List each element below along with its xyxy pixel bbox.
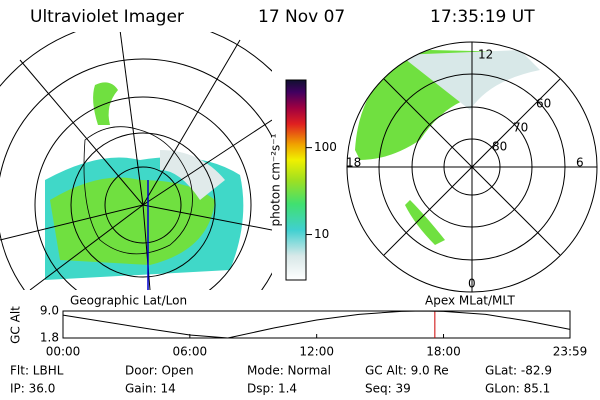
mlt-label: 12 <box>478 48 493 62</box>
status: GLat: -82.9 <box>485 364 552 378</box>
status: Mode: Normal <box>247 364 331 378</box>
lat-label: 70 <box>513 121 528 135</box>
panel-label: Apex MLat/MLT <box>425 294 515 308</box>
x-tick-label: 18:00 <box>426 345 461 359</box>
colorbar-label: photon cm⁻²s⁻¹ <box>269 133 283 226</box>
status: Door: Open <box>125 364 194 378</box>
lat-label: 80 <box>492 140 507 154</box>
title: Ultraviolet Imager <box>30 7 184 27</box>
status: GC Alt: 9.0 Re <box>365 364 449 378</box>
x-tick-label: 23:59 <box>553 345 588 359</box>
y-tick-label: 1.8 <box>40 331 59 345</box>
mlt-label: 18 <box>346 156 361 170</box>
status: Dsp: 1.4 <box>247 382 297 396</box>
x-tick-label: 00:00 <box>46 345 81 359</box>
colorbar <box>285 79 307 281</box>
footer: Flt: LBHL IP: 36.0 Door: Open Gain: 14 M… <box>10 364 552 396</box>
time: 17:35:19 UT <box>430 7 535 27</box>
status: GLon: 85.1 <box>485 382 550 396</box>
status: IP: 36.0 <box>10 382 55 396</box>
colorbar-tick-label: 100 <box>314 140 337 154</box>
status: Gain: 14 <box>125 382 176 396</box>
geographic-map <box>0 32 272 290</box>
panel-label: Geographic Lat/Lon <box>70 294 187 308</box>
altitude-line <box>62 310 571 339</box>
status: Seq: 39 <box>365 382 411 396</box>
x-tick-label: 06:00 <box>173 345 208 359</box>
x-tick-label: 12:00 <box>299 345 334 359</box>
mlt-label: 0 <box>468 277 476 291</box>
y-tick-label: 9.0 <box>40 304 59 318</box>
mlt-map: 12 18 6 0 60 70 80 <box>346 41 598 293</box>
y-axis-label: GC Alt <box>9 306 23 344</box>
lat-label: 60 <box>536 97 551 111</box>
plot-frame <box>62 310 571 339</box>
date: 17 Nov 07 <box>258 7 345 27</box>
colorbar-tick-label: 10 <box>314 227 329 241</box>
status: Flt: LBHL <box>10 364 64 378</box>
mlt-label: 6 <box>576 156 584 170</box>
